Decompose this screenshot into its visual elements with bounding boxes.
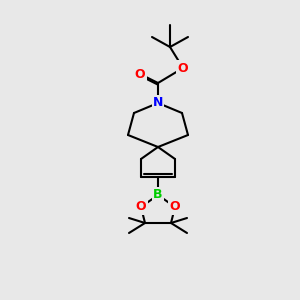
Text: B: B bbox=[153, 188, 163, 202]
Text: N: N bbox=[153, 97, 163, 110]
Text: O: O bbox=[178, 61, 188, 74]
Text: O: O bbox=[135, 68, 145, 80]
Text: O: O bbox=[170, 200, 180, 214]
Text: O: O bbox=[136, 200, 146, 214]
